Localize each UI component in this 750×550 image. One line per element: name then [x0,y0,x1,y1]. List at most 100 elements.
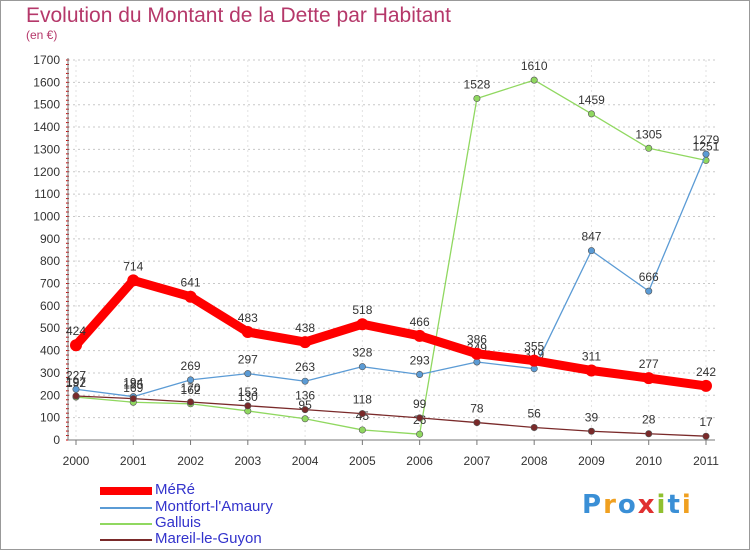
data-point [241,326,254,339]
series-line-3 [75,395,707,437]
data-label: 297 [238,353,258,367]
data-point [72,392,80,400]
data-point [645,287,653,295]
data-point [358,410,366,418]
data-label: 136 [295,389,315,403]
data-label: 28 [642,413,656,427]
data-point [127,274,140,287]
series-line-0 [71,275,711,391]
legend-label: MéRé [155,481,196,498]
y-tick-label: 1200 [33,165,60,179]
y-tick-label: 1600 [33,75,60,89]
y-tick-label: 400 [40,344,60,358]
data-point [645,430,653,438]
data-label: 311 [582,349,601,363]
data-label: 99 [413,397,427,411]
data-point [587,110,595,118]
data-point [301,377,309,385]
data-point [70,339,82,352]
data-point [299,336,312,349]
data-point [702,150,710,158]
x-tick-label: 2006 [406,454,433,468]
data-point [645,144,653,152]
y-tick-label: 100 [40,411,60,425]
data-label: 1251 [693,139,720,153]
data-point [301,406,309,414]
data-label: 518 [352,303,372,317]
data-label: 355 [524,340,544,354]
y-tick-label: 200 [40,388,60,402]
data-point [356,318,369,331]
data-label: 194 [123,376,143,390]
series-line-2 [75,79,707,435]
data-point [587,427,595,435]
chart-subtitle: (en €) [26,28,58,42]
data-point [129,395,137,403]
proxiti-logo: Proxiti [582,490,693,520]
data-label: 1305 [635,127,662,141]
data-label: 263 [295,360,315,374]
x-tick-label: 2010 [635,454,662,468]
legend-swatch [100,539,152,541]
x-tick-label: 2002 [177,454,204,468]
logo-letter: t [667,490,682,520]
data-label: 192 [66,376,86,390]
y-tick-label: 1500 [33,98,60,112]
data-label: 78 [470,402,484,416]
data-point [473,358,481,366]
x-tick-label: 2011 [693,454,719,468]
data-point [702,432,710,440]
y-tick-label: 800 [40,254,60,268]
data-label: 185 [123,378,143,392]
data-point [470,347,483,360]
y-tick-label: 1000 [33,209,60,223]
y-tick-label: 1700 [33,53,60,67]
y-tick-label: 1100 [34,187,60,201]
data-label: 153 [238,385,258,399]
data-point [416,371,424,379]
data-label: 39 [585,410,599,424]
data-point [642,372,655,385]
series-line-1 [75,153,707,398]
legend-swatch [100,507,152,509]
logo-letter: x [637,490,657,520]
data-point [700,379,712,392]
y-tick-label: 500 [40,321,60,335]
data-label: 17 [699,415,713,429]
data-label: 170 [181,381,201,395]
x-tick-label: 2000 [63,454,90,468]
chart-title: Evolution du Montant de la Dette par Hab… [26,4,451,27]
data-label: 95 [298,398,312,412]
y-tick-label: 1300 [33,142,60,156]
data-point [587,247,595,255]
data-point [416,430,424,438]
data-point [528,354,541,367]
data-label: 641 [181,276,201,290]
x-tick-label: 2009 [578,454,605,468]
x-tick-label: 2003 [234,454,261,468]
data-label: 130 [238,390,258,404]
x-tick-label: 2004 [292,454,319,468]
data-label: 328 [352,346,372,360]
logo-letter: P [582,490,604,520]
y-tick-label: 700 [40,277,60,291]
data-label: 1528 [464,77,491,91]
data-label: 1610 [521,59,548,73]
data-point [184,290,197,303]
data-label: 847 [581,230,601,244]
data-label: 118 [353,393,372,407]
legend-swatch [100,487,152,495]
y-tick-label: 0 [53,433,60,447]
data-label: 242 [696,365,716,379]
legend-label: Galluis [155,514,201,531]
data-point [585,364,598,377]
data-label: 162 [181,383,201,397]
data-label: 438 [295,321,315,335]
data-point [530,76,538,84]
data-label: 293 [410,354,430,368]
data-point [358,426,366,434]
data-label: 197 [66,375,86,389]
data-label: 169 [123,381,143,395]
logo-letter: i [656,490,668,520]
